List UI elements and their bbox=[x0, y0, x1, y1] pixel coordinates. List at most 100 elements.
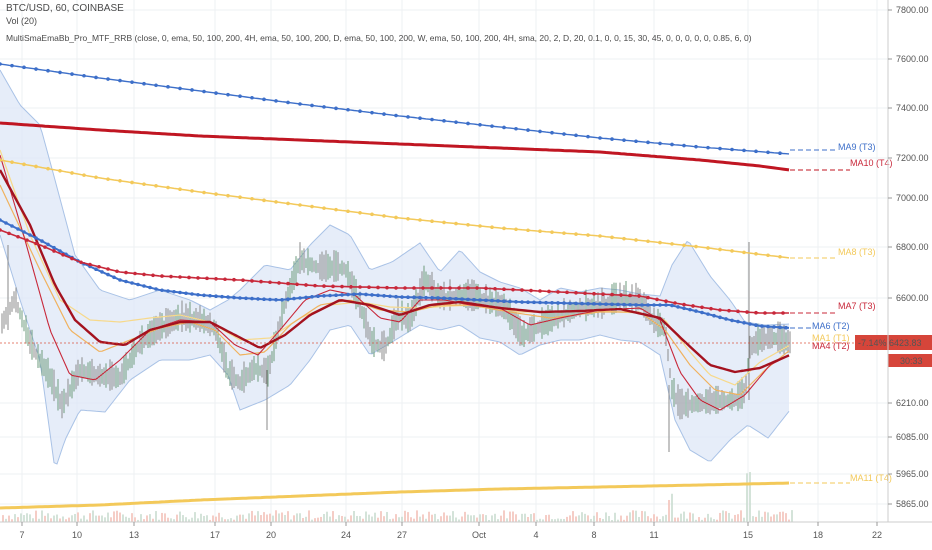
volume-bar bbox=[395, 514, 397, 522]
ma-label-stack: MA1 (T1) bbox=[812, 333, 850, 343]
volume-bar bbox=[521, 513, 523, 522]
ma6-line-marker bbox=[94, 267, 98, 272]
volume-bar bbox=[329, 516, 331, 522]
ma6-line-marker bbox=[274, 298, 278, 302]
ma6-line-marker bbox=[460, 297, 464, 301]
ma9-line-marker bbox=[490, 124, 494, 128]
x-tick-label: 10 bbox=[72, 530, 82, 540]
volume-bar bbox=[326, 511, 328, 522]
ma6-line-marker bbox=[580, 301, 584, 306]
ma9-line-marker bbox=[730, 147, 734, 152]
volume-bar bbox=[410, 517, 412, 522]
ma9-line-marker bbox=[154, 83, 158, 88]
ma6-line-marker bbox=[496, 299, 500, 303]
x-tick-label: 27 bbox=[397, 530, 407, 540]
ma6-line-marker bbox=[472, 297, 476, 302]
volume-bar bbox=[488, 519, 490, 522]
volume-bar bbox=[83, 515, 85, 522]
ma9-line-marker bbox=[682, 143, 686, 148]
volume-bar bbox=[635, 510, 637, 522]
ma6-line-marker bbox=[688, 307, 692, 312]
volume-bar bbox=[647, 516, 649, 522]
volume-bar bbox=[785, 513, 787, 522]
volume-bar bbox=[200, 513, 202, 522]
volume-bar bbox=[179, 511, 181, 522]
volume-bar bbox=[431, 514, 433, 522]
ma6-line-marker bbox=[52, 245, 56, 250]
volume-bar bbox=[719, 512, 721, 522]
ma6-line-marker bbox=[520, 300, 524, 304]
ma6-line-marker bbox=[664, 303, 668, 307]
ma6-line-marker bbox=[508, 299, 512, 304]
ma6-line-marker bbox=[340, 293, 344, 297]
ma8-line-marker bbox=[634, 238, 638, 242]
volume-bar bbox=[125, 516, 127, 522]
ma9-line-marker bbox=[526, 128, 530, 132]
volume-bar bbox=[509, 511, 511, 522]
volume-bar bbox=[665, 514, 667, 522]
ma6-line-marker bbox=[118, 278, 122, 282]
volume-bar bbox=[332, 511, 334, 522]
volume-bar bbox=[53, 515, 55, 522]
volume-bar bbox=[8, 515, 10, 522]
volume-bar bbox=[662, 516, 664, 522]
ma6-line-marker bbox=[658, 303, 662, 307]
volume-bar bbox=[374, 512, 376, 522]
volume-bar bbox=[566, 516, 568, 522]
volume-bar bbox=[161, 512, 163, 522]
volume-bar bbox=[62, 516, 64, 522]
ma8-line-marker bbox=[382, 214, 386, 218]
ma6-line-marker bbox=[322, 294, 326, 298]
ma6-line-marker bbox=[268, 297, 272, 302]
ma7-line-marker bbox=[394, 286, 398, 290]
ma7-line-marker bbox=[205, 276, 209, 281]
ma6-line-marker bbox=[370, 293, 374, 297]
ma9-line-marker bbox=[370, 110, 374, 115]
ma9-line-marker bbox=[226, 92, 230, 97]
volume-bar bbox=[38, 518, 40, 522]
volume-bar bbox=[518, 519, 520, 522]
ma6-line-marker bbox=[556, 301, 560, 305]
ma9-line-marker bbox=[538, 129, 542, 134]
ma8-line-marker bbox=[238, 195, 242, 199]
ma8-line-marker bbox=[70, 171, 74, 175]
ma6-line-marker bbox=[286, 297, 290, 302]
ma6-line-marker bbox=[364, 292, 368, 297]
volume-bar bbox=[248, 513, 250, 522]
ma7-line-marker bbox=[700, 305, 704, 310]
volume-bar bbox=[263, 512, 265, 522]
ma6-line-marker bbox=[754, 323, 758, 328]
ma8-line-marker bbox=[598, 234, 602, 238]
ma9-line-marker bbox=[766, 150, 770, 155]
volume-bar bbox=[704, 517, 706, 522]
y-tick-label: 7400.00 bbox=[896, 103, 929, 113]
ma6-line-marker bbox=[670, 303, 674, 308]
ma8-line-marker bbox=[0, 158, 2, 162]
ma8-line-marker bbox=[214, 192, 218, 196]
ma8-line-marker bbox=[286, 201, 290, 206]
ma9-line-marker bbox=[166, 85, 170, 89]
ma9-line-marker bbox=[550, 130, 554, 135]
ma7-line-marker bbox=[61, 252, 65, 257]
volume-bar bbox=[338, 515, 340, 522]
volume-bar bbox=[746, 473, 748, 522]
volume-bar bbox=[35, 510, 37, 522]
ma8-line-marker bbox=[778, 254, 782, 259]
ma6-line-marker bbox=[568, 301, 572, 306]
volume-bar bbox=[743, 517, 745, 522]
volume-bar bbox=[593, 515, 595, 522]
ma7-line-marker bbox=[655, 297, 659, 302]
ma7-line-marker bbox=[727, 308, 731, 313]
volume-bar bbox=[146, 515, 148, 522]
volume-bar bbox=[611, 519, 613, 522]
ma6-line-marker bbox=[442, 296, 446, 301]
ma7-line-marker bbox=[457, 286, 461, 290]
ma6-line-marker bbox=[760, 324, 764, 328]
ma9-line-marker bbox=[82, 73, 86, 78]
ma6-line-marker bbox=[538, 300, 542, 305]
bollinger-band-fill bbox=[0, 70, 789, 464]
volume-bar bbox=[149, 514, 151, 522]
ma6-line-marker bbox=[190, 292, 194, 296]
